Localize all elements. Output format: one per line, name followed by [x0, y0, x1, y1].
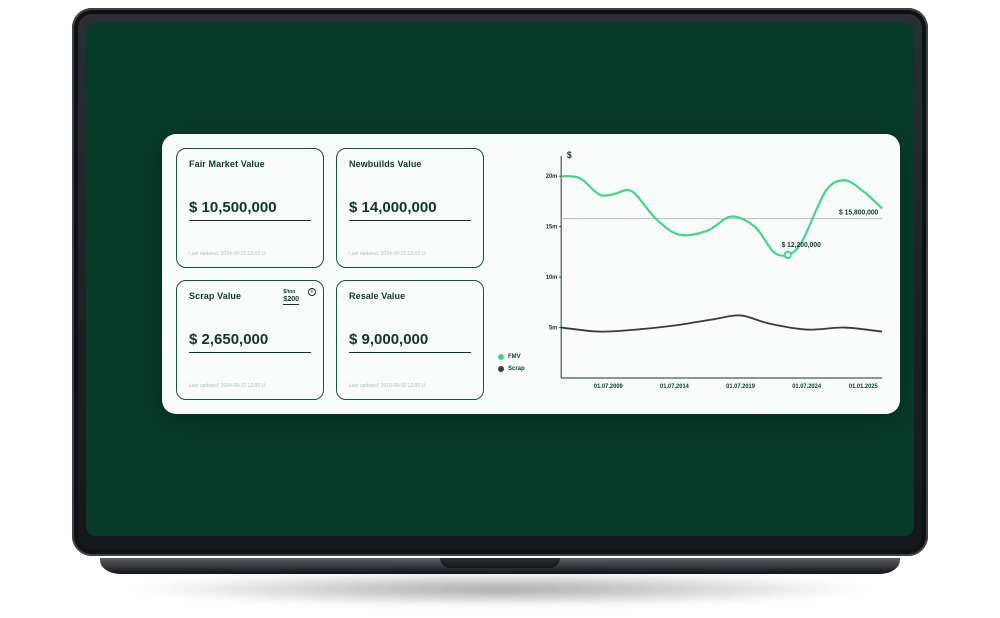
legend-label: FMV — [508, 354, 521, 360]
scrap-rate-value: $200 — [283, 296, 299, 305]
card-value: $ 9,000,000 — [349, 331, 471, 353]
card-scrap-value: i $/ton $200 Scrap Value $ 2,650,000 Las… — [176, 280, 324, 400]
laptop-shadow — [122, 572, 878, 606]
card-updated: Last updated: 2024-08-22 12:00 U — [189, 383, 311, 389]
svg-text:20m: 20m — [546, 174, 558, 180]
card-resale-value: Resale Value $ 9,000,000 Last updated: 2… — [336, 280, 484, 400]
svg-text:$: $ — [567, 150, 572, 160]
svg-text:$ 15,800,000: $ 15,800,000 — [839, 209, 878, 216]
line-chart: $5m 10m 15m 20m 01.07.2009 01.07.2014 01.07.20… — [540, 148, 886, 400]
svg-text:15m: 15m — [546, 225, 558, 231]
svg-text:01.07.2024: 01.07.2024 — [792, 384, 822, 390]
card-updated: Last updated: 2024-08-22 12:00 U — [189, 251, 311, 257]
scrap-rate: $/ton $200 — [283, 289, 299, 305]
svg-text:10m: 10m — [546, 275, 558, 281]
svg-text:01.07.2009: 01.07.2009 — [594, 384, 624, 390]
card-value: $ 10,500,000 — [189, 199, 311, 221]
card-updated: Last updated: 2024-08-22 12:00 U — [349, 251, 471, 257]
laptop-mockup: Fair Market Value $ 10,500,000 Last upda… — [72, 8, 928, 556]
svg-text:01.01.2025: 01.01.2025 — [849, 384, 879, 390]
legend-dot-icon — [498, 366, 504, 372]
legend-dot-icon — [498, 354, 504, 360]
chart-legend: FMV Scrap — [498, 148, 534, 400]
card-title: Resale Value — [349, 291, 471, 301]
legend-item-scrap: Scrap — [498, 366, 534, 372]
chart-area: FMV Scrap $5m 10m 15m 20m 01.07.2009 01.07.20… — [498, 148, 886, 400]
card-title: Newbuilds Value — [349, 159, 471, 169]
scrap-rate-label: $/ton — [283, 289, 299, 295]
info-icon[interactable]: i — [308, 288, 316, 296]
card-newbuilds-value: Newbuilds Value $ 14,000,000 Last update… — [336, 148, 484, 268]
dashboard-panel: Fair Market Value $ 10,500,000 Last upda… — [162, 134, 900, 414]
svg-text:5m: 5m — [549, 325, 557, 331]
card-value: $ 14,000,000 — [349, 199, 471, 221]
value-cards-grid: Fair Market Value $ 10,500,000 Last upda… — [176, 148, 484, 400]
svg-text:01.07.2014: 01.07.2014 — [660, 384, 690, 390]
svg-text:01.07.2019: 01.07.2019 — [726, 384, 756, 390]
card-value: $ 2,650,000 — [189, 331, 311, 353]
legend-item-fmv: FMV — [498, 354, 534, 360]
svg-text:$ 12,200,000: $ 12,200,000 — [782, 242, 821, 249]
card-updated: Last updated: 2019-08-02 12:00 U — [349, 383, 471, 389]
laptop-screen: Fair Market Value $ 10,500,000 Last upda… — [86, 22, 914, 536]
card-fair-market-value: Fair Market Value $ 10,500,000 Last upda… — [176, 148, 324, 268]
card-title: Fair Market Value — [189, 159, 311, 169]
legend-label: Scrap — [508, 366, 525, 372]
